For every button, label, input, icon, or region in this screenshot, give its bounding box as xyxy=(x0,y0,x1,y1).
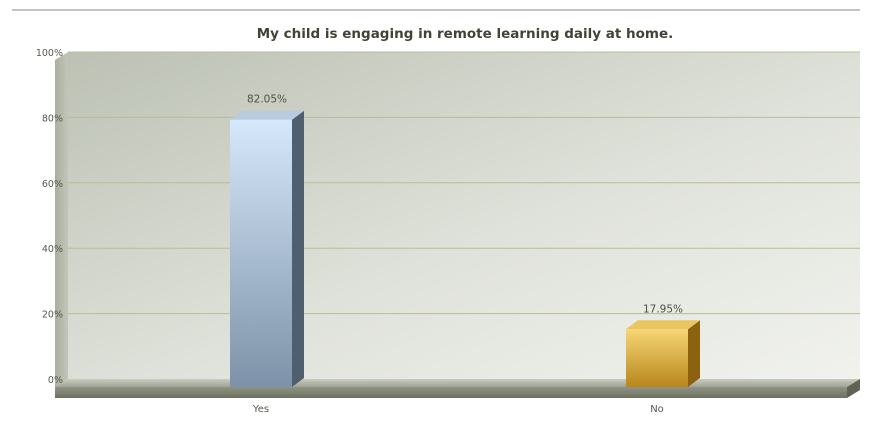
bar-side xyxy=(688,320,700,387)
y-tick-label: 40% xyxy=(42,244,63,255)
y-tick-label: 20% xyxy=(42,310,63,321)
y-axis-ticks: 0% 20% 40% 60% 80% 100% xyxy=(36,48,63,386)
chart-floor-top xyxy=(55,379,860,387)
y-tick-label: 60% xyxy=(42,179,63,190)
bar-top xyxy=(626,320,700,330)
y-tick-label: 100% xyxy=(36,48,63,59)
y-tick-label: 0% xyxy=(48,375,63,386)
gridlines xyxy=(68,51,860,315)
x-tick-label: Yes xyxy=(252,404,269,415)
x-tick-label: No xyxy=(650,404,664,415)
bar-front xyxy=(230,119,292,387)
chart-title: My child is engaging in remote learning … xyxy=(257,26,674,42)
y-tick-label: 80% xyxy=(42,113,63,124)
plot-left-wall xyxy=(55,52,68,387)
bar-no: 17.95% xyxy=(626,303,700,387)
chart-floor-front xyxy=(55,387,847,398)
bar-yes: 82.05% xyxy=(230,94,304,387)
bar-side xyxy=(292,110,304,387)
data-label: 82.05% xyxy=(247,94,287,106)
bar-front xyxy=(626,329,688,387)
bar-top xyxy=(230,110,304,120)
plot-area xyxy=(68,52,860,379)
data-label: 17.95% xyxy=(643,303,683,315)
chart-floor-side xyxy=(847,379,860,398)
x-axis-ticks: Yes No xyxy=(252,404,664,415)
bars: 82.05% 17.95% xyxy=(230,94,700,387)
